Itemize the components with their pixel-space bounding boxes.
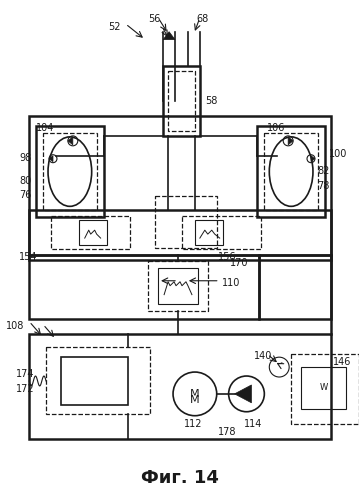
- Bar: [79, 220, 107, 245]
- Polygon shape: [311, 156, 315, 162]
- Text: 108: 108: [6, 322, 25, 332]
- Bar: [291, 354, 359, 424]
- Bar: [155, 196, 217, 248]
- Text: 112: 112: [184, 418, 202, 428]
- Text: 78: 78: [317, 180, 329, 190]
- Polygon shape: [288, 137, 293, 145]
- Bar: [51, 216, 130, 249]
- Bar: [29, 116, 331, 260]
- Text: 68: 68: [196, 14, 208, 24]
- Text: 82: 82: [317, 166, 329, 175]
- Text: 106: 106: [267, 123, 286, 133]
- Bar: [168, 72, 195, 131]
- Bar: [301, 367, 346, 409]
- Polygon shape: [163, 32, 175, 40]
- Bar: [29, 334, 331, 438]
- Text: 98: 98: [19, 153, 32, 163]
- Bar: [182, 216, 261, 249]
- Text: 56: 56: [148, 14, 161, 24]
- Text: 52: 52: [109, 22, 121, 32]
- Polygon shape: [49, 156, 53, 162]
- Text: W: W: [320, 384, 328, 392]
- Text: 174: 174: [16, 369, 35, 379]
- Text: 110: 110: [222, 278, 240, 288]
- Text: 76: 76: [19, 190, 32, 200]
- Bar: [195, 220, 223, 245]
- Text: 58: 58: [205, 96, 217, 106]
- Text: 100: 100: [329, 149, 347, 159]
- Polygon shape: [235, 385, 251, 403]
- Text: 170: 170: [230, 258, 248, 268]
- Text: 80: 80: [19, 176, 32, 186]
- Text: 156: 156: [218, 252, 236, 262]
- Text: 114: 114: [243, 418, 262, 428]
- Text: M: M: [190, 389, 200, 399]
- Text: M: M: [190, 395, 200, 405]
- Bar: [46, 347, 150, 414]
- Text: 140: 140: [255, 351, 273, 361]
- Text: 146: 146: [333, 357, 351, 367]
- Bar: [43, 133, 96, 210]
- Polygon shape: [68, 137, 73, 145]
- Bar: [264, 133, 318, 210]
- Text: 172: 172: [16, 384, 35, 394]
- Text: 154: 154: [19, 252, 38, 262]
- Bar: [257, 126, 325, 218]
- Bar: [29, 210, 331, 255]
- Text: 104: 104: [36, 123, 54, 133]
- Bar: [61, 357, 129, 405]
- Bar: [36, 126, 104, 218]
- Bar: [158, 268, 198, 304]
- Text: 178: 178: [218, 426, 236, 436]
- Bar: [29, 255, 260, 320]
- Bar: [163, 66, 200, 136]
- Text: Фиг. 14: Фиг. 14: [141, 469, 219, 487]
- Bar: [148, 261, 208, 310]
- Bar: [260, 255, 331, 320]
